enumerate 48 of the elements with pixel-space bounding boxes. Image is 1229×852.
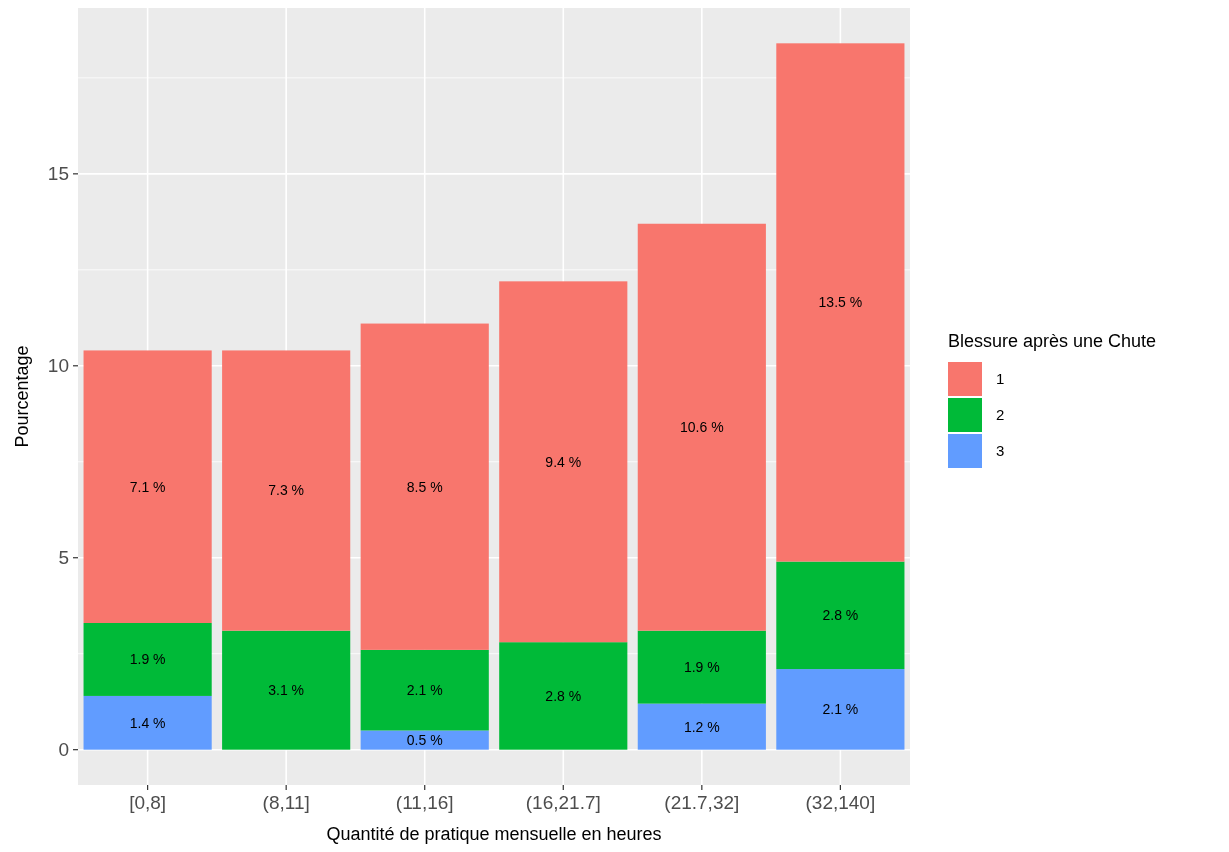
bar xyxy=(776,43,905,562)
data-label: 10.6 % xyxy=(680,419,724,436)
bar xyxy=(360,323,489,650)
bar xyxy=(83,695,212,750)
bar xyxy=(499,281,628,643)
bar xyxy=(360,730,489,750)
x-tick-label: [0,8] xyxy=(129,792,167,813)
data-label: 0.5 % xyxy=(406,731,443,748)
legend-label: 3 xyxy=(996,442,1005,460)
data-label: 7.3 % xyxy=(268,482,305,499)
y-tick-label: 10 xyxy=(47,355,69,377)
data-label: 2.8 % xyxy=(545,687,582,704)
bar xyxy=(776,561,905,670)
bar xyxy=(637,703,766,750)
y-tick-label: 15 xyxy=(47,163,69,185)
x-tick-label: (11,16] xyxy=(395,792,454,813)
data-label: 3.1 % xyxy=(268,682,305,699)
y-tick-label: 0 xyxy=(58,739,69,761)
bar xyxy=(83,623,212,696)
legend-label: 2 xyxy=(996,406,1005,424)
bar xyxy=(637,223,766,631)
legend-title: Blessure après une Chute xyxy=(948,331,1157,351)
x-tick-label: (8,11] xyxy=(262,792,310,813)
data-label: 2.8 % xyxy=(822,607,859,624)
data-label: 1.4 % xyxy=(129,714,166,731)
legend-label: 1 xyxy=(996,370,1005,388)
data-label: 2.1 % xyxy=(822,701,859,718)
x-tick-label: (21.7,32] xyxy=(664,792,740,813)
data-label: 9.4 % xyxy=(545,453,582,470)
bar xyxy=(222,350,351,631)
data-label: 1.2 % xyxy=(683,718,720,735)
data-label: 7.1 % xyxy=(129,478,166,495)
data-label: 1.9 % xyxy=(683,659,720,676)
data-label: 2.1 % xyxy=(406,682,443,699)
bar xyxy=(499,642,628,750)
data-label: 1.9 % xyxy=(129,651,166,668)
bar xyxy=(776,669,905,750)
x-tick-label: (16,21.7] xyxy=(525,792,601,813)
x-axis-title: Quantité de pratique mensuelle en heures xyxy=(326,824,662,844)
data-label: 13.5 % xyxy=(818,294,863,311)
bar xyxy=(83,350,212,623)
data-label: 8.5 % xyxy=(406,478,443,495)
x-tick-label: (32,140] xyxy=(805,792,876,813)
y-tick-label: 5 xyxy=(58,547,69,569)
y-axis-title: Pourcentage xyxy=(12,345,32,448)
bar xyxy=(637,630,766,704)
bar xyxy=(222,630,351,750)
bar xyxy=(360,649,489,731)
